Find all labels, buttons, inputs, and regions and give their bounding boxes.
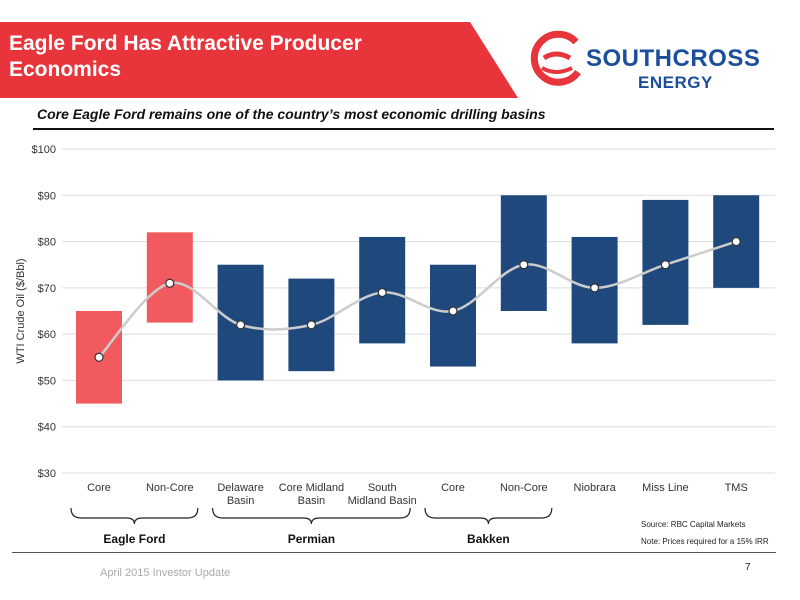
group-label: Permian	[288, 532, 335, 546]
x-tick-label: Delaware	[217, 482, 263, 494]
price-point	[94, 352, 104, 362]
y-tick-label: $80	[38, 237, 56, 249]
price-point	[660, 260, 671, 270]
x-tick-label: Basin	[227, 495, 255, 507]
x-tick-label: South	[368, 482, 397, 494]
x-tick-label: Midland Basin	[348, 495, 417, 507]
title-banner: Eagle Ford Has Attractive Producer Econo…	[0, 22, 520, 98]
price-note: Note: Prices required for a 15% IRR	[641, 537, 769, 546]
page-number: 7	[745, 562, 751, 573]
page-title: Eagle Ford Has Attractive Producer Econo…	[9, 32, 362, 81]
range-bar	[146, 232, 193, 323]
company-logo: SOUTHCROSS ENERGY	[528, 28, 778, 94]
y-axis-label: WTI Crude Oil ($/Bbl)	[15, 258, 27, 363]
x-tick-label: Core	[441, 482, 465, 494]
y-tick-label: $30	[38, 468, 56, 480]
group-label: Eagle Ford	[103, 532, 165, 546]
y-tick-label: $50	[38, 375, 56, 387]
price-point	[306, 320, 316, 330]
logo-swirl-icon	[530, 30, 581, 86]
price-point	[165, 278, 175, 288]
range-bar	[430, 264, 476, 367]
x-tick-label: Miss Line	[642, 482, 688, 494]
footer-divider	[12, 552, 776, 553]
y-tick-label: $70	[38, 283, 56, 295]
x-tick-label: TMS	[725, 482, 748, 494]
x-tick-label: Core Midland	[279, 482, 344, 494]
price-point	[448, 306, 458, 316]
price-line	[98, 240, 737, 359]
price-point	[377, 287, 387, 298]
y-tick-label: $60	[38, 329, 56, 341]
group-brace	[212, 507, 411, 525]
y-tick-label: $100	[32, 144, 56, 156]
range-bar	[500, 195, 547, 311]
x-tick-label: Non-Core	[146, 482, 194, 494]
price-point	[519, 260, 529, 270]
price-point	[589, 283, 600, 293]
price-point	[731, 236, 741, 247]
logo-wordmark-bottom: ENERGY	[638, 73, 713, 92]
subtitle-underline	[33, 128, 774, 130]
x-tick-label: Niobrara	[574, 482, 617, 494]
x-tick-label: Non-Core	[500, 482, 548, 494]
x-tick-label: Core	[87, 482, 111, 494]
x-tick-label: Basin	[298, 495, 326, 507]
group-brace	[70, 507, 199, 525]
price-point	[236, 320, 246, 330]
y-tick-label: $40	[38, 422, 56, 434]
y-tick-label: $90	[38, 190, 56, 202]
slide-subtitle: Core Eagle Ford remains one of the count…	[37, 106, 546, 122]
source-note: Source: RBC Capital Markets	[641, 520, 746, 529]
footer-text: April 2015 Investor Update	[100, 567, 231, 579]
price-range-chart: $30 $40 $50 $60 $70 $80 $90 $100 WTI Crude Oil (…	[15, 144, 775, 546]
logo-wordmark-top: SOUTHCROSS	[586, 45, 761, 72]
title-banner-shape	[0, 22, 518, 98]
group-label: Bakken	[467, 532, 510, 546]
group-brace	[424, 507, 553, 525]
